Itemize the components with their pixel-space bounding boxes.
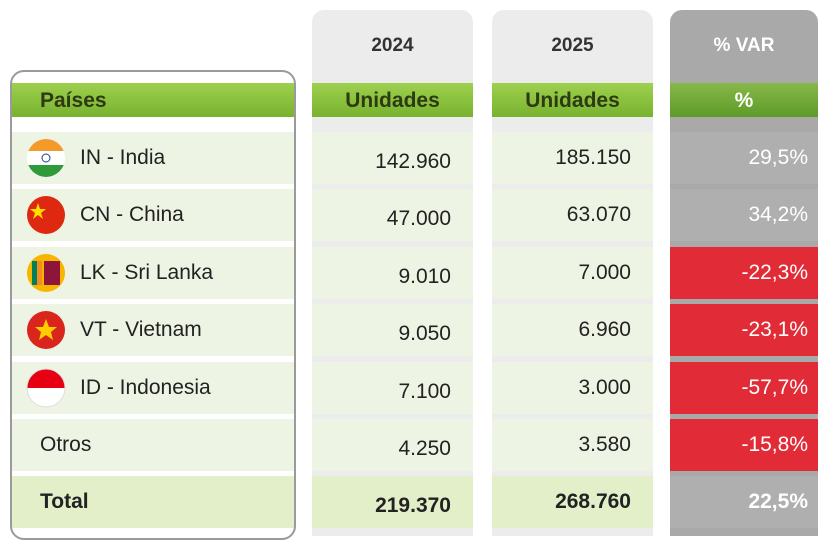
country: ID - Indonesia: [80, 375, 211, 399]
value-2025: 185.150: [555, 146, 631, 169]
row-bg: [312, 476, 473, 529]
row-bg: [312, 361, 473, 414]
value-2025: 63.070: [566, 203, 631, 227]
value-2024: 7.100: [398, 379, 451, 403]
header-bar: [492, 83, 653, 117]
column-header: Unidades: [525, 89, 620, 112]
flag-icon: [27, 196, 65, 235]
variation: 29,5%: [748, 146, 808, 169]
value-2025: 3.580: [578, 433, 631, 456]
row-bg: [492, 246, 653, 299]
country: IN - India: [80, 146, 166, 169]
row-bg: [492, 361, 653, 414]
var-cell-bg: [670, 361, 818, 414]
countries-outline: [10, 70, 296, 540]
variation: -57,7%: [741, 375, 808, 399]
variation: -22,3%: [741, 260, 808, 284]
var-cell-bg: [670, 246, 818, 299]
year-header: 2025: [551, 35, 594, 56]
value-2024: 142.960: [375, 150, 451, 173]
header-bar: [10, 83, 295, 117]
value-2024: 219.370: [375, 494, 451, 518]
country: Total: [40, 490, 89, 514]
variation: 22,5%: [748, 490, 808, 514]
row-bg: [312, 304, 473, 357]
country: VT - Vietnam: [80, 318, 202, 342]
flag: [26, 253, 66, 293]
value-2024: 4.250: [398, 437, 451, 460]
value-2025: 7.000: [578, 260, 631, 284]
column-header: %: [734, 89, 754, 112]
var-cell-bg: [670, 419, 818, 471]
variation: -15,8%: [741, 433, 808, 456]
variation: -23,1%: [741, 318, 808, 342]
flag-icon: [26, 368, 66, 408]
row-bg: [312, 419, 473, 471]
var-cell-bg: [670, 476, 818, 529]
row-bg: [492, 189, 653, 242]
var-header: % VAR: [713, 35, 775, 56]
country: CN - China: [80, 203, 184, 227]
row-bg: [492, 476, 653, 529]
row-bg: [12, 476, 294, 529]
row-bg: [12, 419, 294, 471]
var-cell-bg: [670, 132, 818, 184]
column-header: Unidades: [345, 89, 440, 112]
row-bg: [312, 246, 473, 299]
row-bg: [312, 132, 473, 184]
value-2024: 47.000: [386, 207, 451, 231]
flag-icon: [27, 253, 65, 292]
value-2025: 268.760: [555, 490, 631, 514]
flag: [26, 138, 66, 178]
value-2025: 3.000: [578, 375, 631, 399]
value-2025: 6.960: [578, 318, 631, 342]
year-header: 2024: [371, 35, 414, 56]
header-bar: [312, 83, 473, 117]
row-bg: [492, 304, 653, 357]
variation: 34,2%: [748, 203, 808, 227]
country: Otros: [40, 433, 92, 456]
flag: [26, 195, 66, 235]
country: LK - Sri Lanka: [80, 260, 214, 284]
column-header: Países: [40, 89, 107, 112]
flag-icon: [27, 311, 65, 350]
var-cell-bg: [670, 189, 818, 242]
row-bg: [492, 132, 653, 184]
row-bg: [492, 419, 653, 471]
row-bg: [312, 189, 473, 242]
flag: [26, 368, 66, 408]
value-2024: 9.050: [398, 322, 451, 346]
var-cell-bg: [670, 304, 818, 357]
flag-icon: [27, 139, 65, 177]
flag: [26, 310, 66, 350]
header-bar: [670, 83, 818, 117]
value-2024: 9.010: [398, 264, 451, 288]
